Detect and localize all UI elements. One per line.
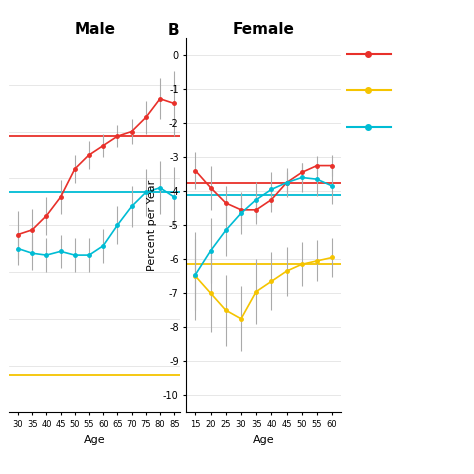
X-axis label: Age: Age [84, 435, 106, 445]
Title: Female: Female [233, 22, 295, 37]
X-axis label: Age: Age [253, 435, 274, 445]
Title: Male: Male [74, 22, 115, 37]
Text: B: B [168, 23, 180, 38]
Y-axis label: Percent per Year: Percent per Year [147, 180, 157, 271]
